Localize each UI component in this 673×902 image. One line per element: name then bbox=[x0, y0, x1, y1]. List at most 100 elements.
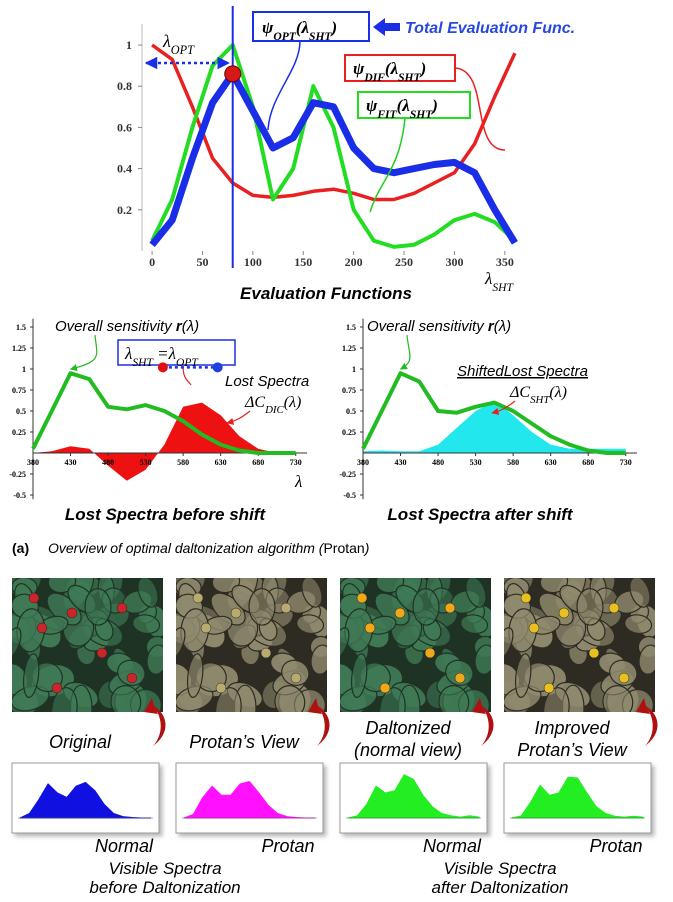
text-part: (λ) bbox=[494, 318, 511, 335]
y-tick-label: 1 bbox=[126, 38, 132, 52]
x-tick-label: 50 bbox=[196, 255, 208, 269]
y-tick-label: -0.5 bbox=[13, 491, 26, 500]
x-tick-label: 430 bbox=[395, 458, 407, 467]
x-tick-label: 100 bbox=[244, 255, 262, 269]
spectra-caption: Visible Spectra bbox=[108, 859, 221, 878]
x-tick-label: 150 bbox=[294, 255, 312, 269]
photo-label: Protan’s View bbox=[189, 732, 299, 752]
y-tick-label: 0.5 bbox=[346, 407, 356, 416]
y-tick-label: 1.5 bbox=[16, 323, 26, 332]
x-tick-label: 380 bbox=[27, 458, 39, 467]
text-part: Overall sensitivity bbox=[367, 318, 488, 335]
berry bbox=[97, 648, 107, 658]
shift-from bbox=[158, 362, 168, 372]
photo bbox=[157, 560, 336, 732]
text-part: (λ) bbox=[284, 394, 302, 411]
berry bbox=[281, 603, 291, 613]
y-tick-label: 0.8 bbox=[117, 79, 132, 93]
text-part: OPT bbox=[273, 30, 296, 43]
overview-label: (a) bbox=[12, 540, 29, 556]
berry bbox=[67, 608, 77, 618]
spectra-caption: before Daltonization bbox=[89, 878, 240, 897]
photo bbox=[0, 560, 171, 732]
y-tick-label: 0.25 bbox=[12, 428, 26, 437]
berry bbox=[357, 593, 367, 603]
text-part: =λ bbox=[153, 344, 176, 363]
berry bbox=[544, 683, 554, 693]
lost-label: Lost Spectra bbox=[225, 373, 309, 390]
x-tick-label: 430 bbox=[65, 458, 77, 467]
photo-label: Original bbox=[49, 732, 112, 752]
text-part: ψ bbox=[262, 18, 274, 37]
y-tick-label: 0.4 bbox=[117, 162, 132, 176]
y-tick-label: 1.25 bbox=[342, 344, 356, 353]
opt-marker bbox=[225, 66, 241, 82]
text-part: λ bbox=[484, 269, 492, 288]
photo-label: Protan’s View bbox=[517, 740, 627, 760]
shift-to bbox=[213, 362, 223, 372]
y-tick-label: 0.75 bbox=[12, 386, 26, 395]
text-part: ) bbox=[330, 18, 338, 37]
photo-label: (normal view) bbox=[354, 740, 462, 760]
leaf bbox=[249, 588, 276, 625]
x-tick-label: 480 bbox=[432, 458, 444, 467]
text-part: Overall sensitivity bbox=[55, 318, 176, 335]
leaf bbox=[85, 588, 112, 625]
x-tick-label: 730 bbox=[290, 458, 302, 467]
x-tick-label: 580 bbox=[177, 458, 189, 467]
spectra-caption: Visible Spectra bbox=[443, 859, 556, 878]
pointer bbox=[401, 335, 410, 369]
photo bbox=[321, 560, 500, 732]
text-part: ) bbox=[430, 96, 438, 115]
x-axis-label: λSHT bbox=[484, 269, 514, 294]
y-tick-label: 1.5 bbox=[346, 323, 356, 332]
text-part: ψ bbox=[353, 59, 365, 78]
berry bbox=[37, 623, 47, 633]
text-part: SHT bbox=[309, 30, 332, 43]
text-part: Protan bbox=[323, 540, 364, 556]
y-tick-label: 1 bbox=[352, 365, 356, 374]
photo-label: Improved bbox=[534, 718, 610, 738]
y-tick-label: -0.25 bbox=[9, 470, 26, 479]
berry bbox=[29, 593, 39, 603]
y-tick-label: 0.25 bbox=[342, 428, 356, 437]
berry bbox=[619, 673, 629, 683]
x-tick-label: 200 bbox=[345, 255, 363, 269]
leaf bbox=[577, 588, 604, 625]
berry bbox=[261, 648, 271, 658]
text-part: (λ bbox=[296, 18, 310, 37]
spectrum-label: Normal bbox=[423, 836, 482, 856]
text-part: ΔC bbox=[509, 384, 530, 401]
berry bbox=[380, 683, 390, 693]
berry bbox=[127, 673, 137, 683]
berry bbox=[425, 648, 435, 658]
berry bbox=[231, 608, 241, 618]
berry bbox=[521, 593, 531, 603]
spectrum-label: Protan bbox=[589, 836, 642, 856]
photo bbox=[485, 560, 664, 732]
pointer bbox=[227, 411, 250, 423]
y-tick-label: 0.5 bbox=[16, 407, 26, 416]
x-tick-label: 300 bbox=[445, 255, 463, 269]
text-part: OPT bbox=[171, 43, 195, 57]
leaf bbox=[413, 588, 440, 625]
lost-formula: ΔCSHT(λ) bbox=[509, 384, 567, 406]
x-tick-label: 0 bbox=[149, 255, 155, 269]
text-part: SHT bbox=[530, 394, 550, 406]
berry bbox=[559, 608, 569, 618]
text-part: ψ bbox=[366, 96, 378, 115]
text-part: SHT bbox=[410, 108, 433, 121]
figure: 0.20.40.60.81050100150200250300350λOPTψO… bbox=[0, 0, 673, 902]
text-part: λ bbox=[124, 344, 132, 363]
text-part: ) bbox=[419, 59, 427, 78]
lost-label: ShiftedLost Spectra bbox=[457, 363, 588, 380]
lost-area bbox=[33, 403, 296, 481]
berry bbox=[117, 603, 127, 613]
berry bbox=[529, 623, 539, 633]
x-axis-label: λ bbox=[294, 472, 302, 491]
x-tick-label: 580 bbox=[507, 458, 519, 467]
berry bbox=[395, 608, 405, 618]
y-tick-label: -0.5 bbox=[343, 491, 356, 500]
caption: Evaluation Functions bbox=[240, 284, 412, 303]
overview-text: Overview of optimal daltonization algori… bbox=[48, 540, 369, 556]
